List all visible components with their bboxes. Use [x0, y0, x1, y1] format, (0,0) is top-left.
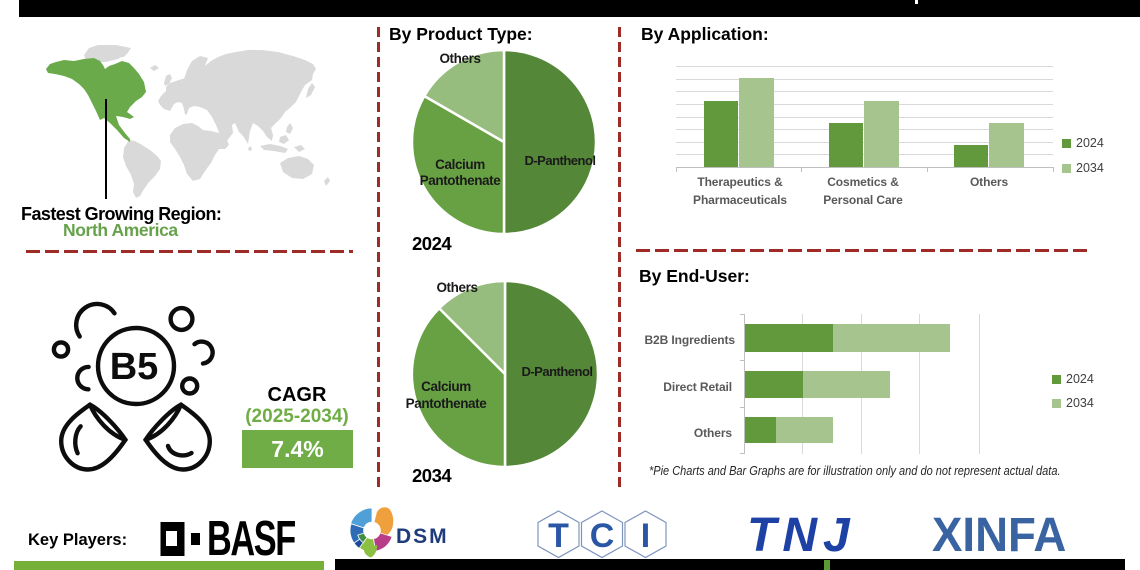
svg-text:B5: B5 [110, 346, 159, 388]
svg-text:I: I [641, 517, 650, 555]
svg-text:T: T [548, 517, 569, 555]
svg-text:C: C [590, 517, 615, 555]
